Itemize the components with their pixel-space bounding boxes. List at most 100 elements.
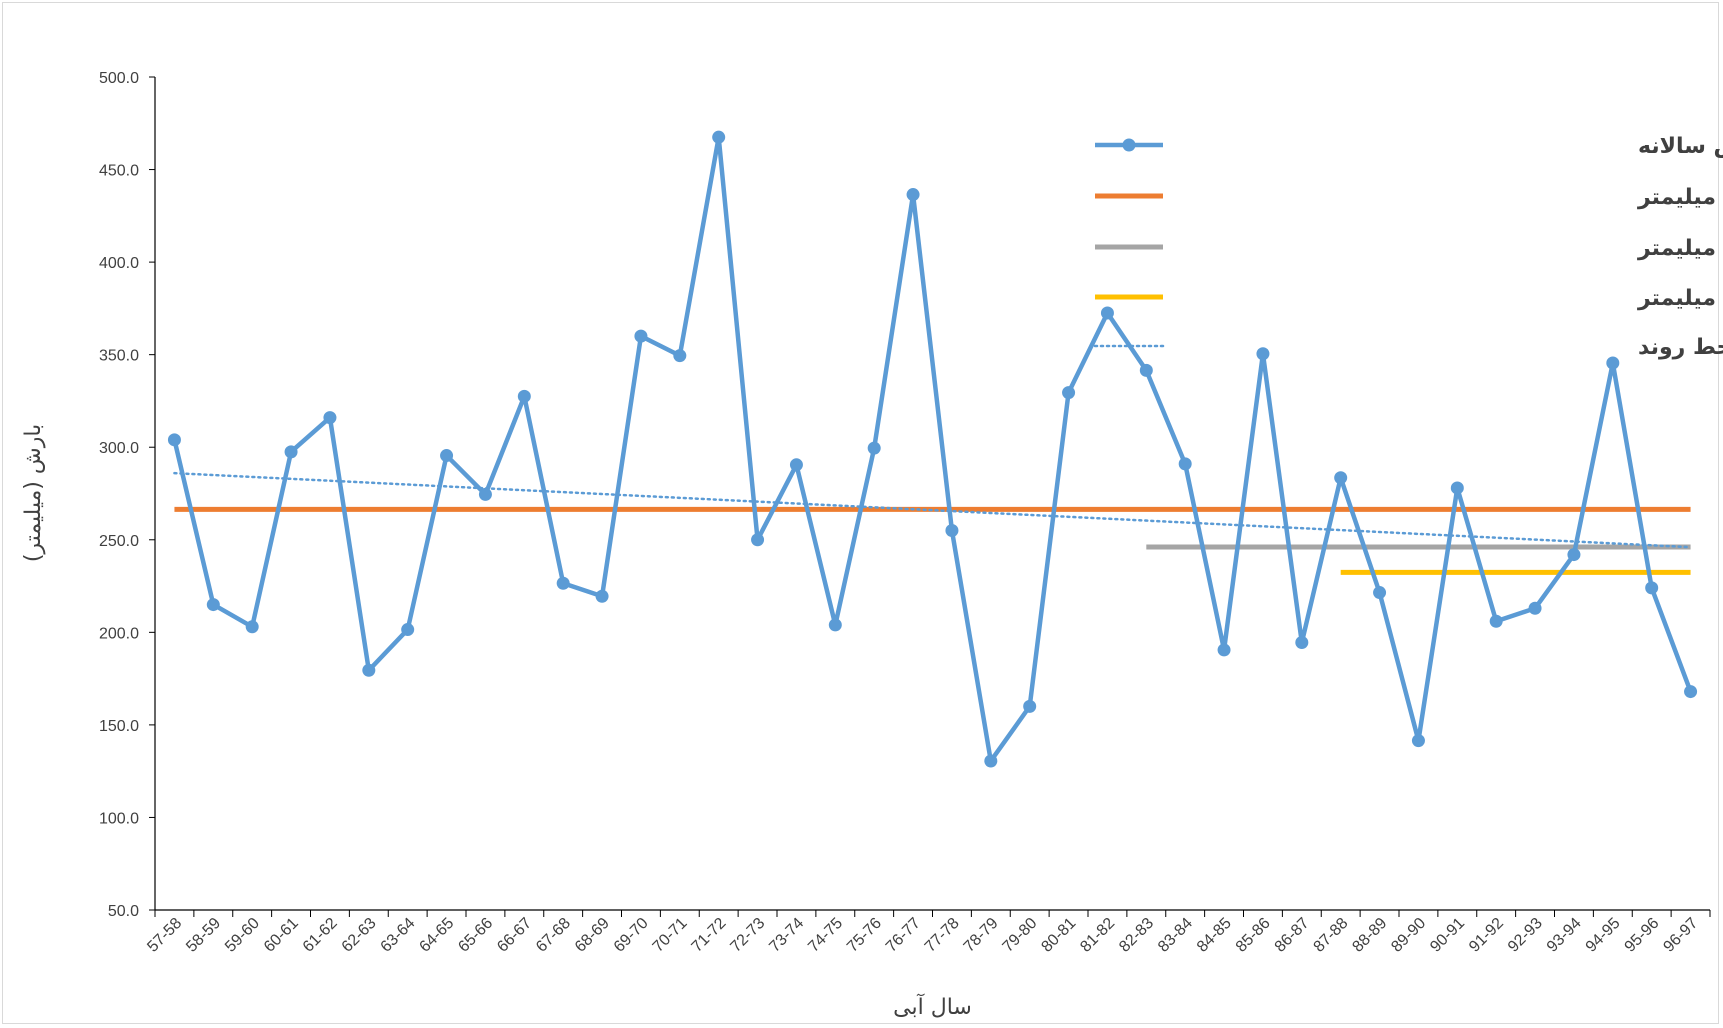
data-point [206,598,220,612]
legend-label: بارش سالانه [1638,134,1723,159]
x-tick-label: 86-87 [1272,915,1313,956]
x-tick-label: 80-81 [1038,915,1079,956]
x-tick-label: 81-82 [1077,915,1118,956]
data-point [1178,457,1192,471]
x-tick-label: 94-95 [1583,915,1624,956]
average-lines [174,506,1691,575]
x-tick-label: 61-62 [300,915,341,956]
x-tick-label: 74-75 [805,915,846,956]
x-axis-title: سال آبی [893,993,972,1020]
data-point [906,188,920,202]
legend-label: خط روند [1638,335,1723,360]
x-tick-label: 69-70 [611,915,652,956]
x-tick-label: 91-92 [1466,915,1507,956]
x-tick-label: 77-78 [922,915,963,956]
x-tick-label: 60-61 [261,915,302,956]
data-point [1606,356,1620,370]
data-point [323,411,337,425]
annual-rainfall-series [167,130,1698,768]
data-point [1023,699,1037,713]
y-tick-label: 100.0 [99,810,139,827]
y-tick-label: 150.0 [99,718,139,735]
y-tick-label: 50.0 [108,903,139,920]
y-tick-label: 450.0 [99,163,139,180]
trend-line [173,471,1692,549]
x-tick-label: 79-80 [1000,915,1041,956]
data-point [1100,306,1114,320]
data-point [284,445,298,459]
data-point [245,620,259,634]
data-point [789,458,803,472]
x-tick-label: 78-79 [961,915,1002,956]
x-tick-label: 67-68 [533,915,574,956]
data-point [167,433,181,447]
x-tick-label: 93-94 [1544,915,1585,956]
data-point [556,576,570,590]
data-point [1373,586,1387,600]
data-point [1567,548,1581,562]
data-point [751,533,765,547]
x-tick-label: 70-71 [650,915,691,956]
legend-marker [1122,138,1136,152]
legend-label: میانگین 40 ساله = 266.4 میلیمتر [1637,183,1723,210]
legend: بارش سالانه میانگین 40 ساله = 266.4 میلیم… [1093,134,1723,360]
y-tick-label: 350.0 [99,348,139,365]
data-point [1489,614,1503,628]
x-tick-label: 65-66 [455,915,496,956]
data-point [1139,363,1153,377]
x-tick-label: 85-86 [1233,915,1274,956]
data-point [362,663,376,677]
x-tick-label: 68-69 [572,915,613,956]
data-point [478,487,492,501]
data-point [1334,471,1348,485]
data-point [401,623,415,637]
trend-line-path [173,471,1692,549]
data-point [634,329,648,343]
data-point [1684,685,1698,699]
data-point [673,349,687,363]
x-tick-label: 63-64 [378,915,419,956]
y-tick-label: 400.0 [99,255,139,272]
x-tick-label: 89-90 [1388,915,1429,956]
x-tick-label: 87-88 [1311,915,1352,956]
x-tick-label: 88-89 [1349,915,1390,956]
data-point [517,389,531,403]
x-tick-label: 64-65 [416,915,457,956]
x-tick-label: 66-67 [494,915,535,956]
x-tick-label: 59-60 [222,915,263,956]
data-point [1450,481,1464,495]
legend-label: میانگین 10 ساله = 232.4 میلیمتر [1637,284,1723,311]
y-tick-label: 250.0 [99,533,139,550]
data-point [595,589,609,603]
series-line [172,134,1693,764]
x-tick-label: 75-76 [844,915,885,956]
data-point [1062,386,1076,400]
y-tick-label: 500.0 [99,70,139,87]
y-tick-label: 300.0 [99,440,139,457]
data-point [984,754,998,768]
x-tick-label: 73-74 [766,915,807,956]
x-tick-label: 84-85 [1194,915,1235,956]
x-tick-label: 83-84 [1155,915,1196,956]
x-tick-label: 92-93 [1505,915,1546,956]
data-point [440,449,454,463]
data-point [1528,601,1542,615]
data-point [945,524,959,538]
y-tick-label: 200.0 [99,625,139,642]
x-tick-label: 95-96 [1622,915,1663,956]
axes: 50.0 100.0 150.0 200.0 250.0 300.0 350.0 400.0 4… [99,70,1711,956]
x-tick-label: 82-83 [1116,915,1157,956]
x-tick-label: 76-77 [883,915,924,956]
x-tick-label: 96-97 [1660,915,1701,956]
data-point [1295,636,1309,650]
data-point [1411,734,1425,748]
x-tick-label: 72-73 [727,915,768,956]
x-tick-label: 58-59 [183,915,224,956]
x-tick-label: 62-63 [339,915,380,956]
data-point [828,618,842,632]
x-tick-label: 57-58 [144,915,185,956]
y-axis-title: بارش (میلیمتر) [21,424,46,562]
data-point [867,441,881,455]
data-point [1645,581,1659,595]
